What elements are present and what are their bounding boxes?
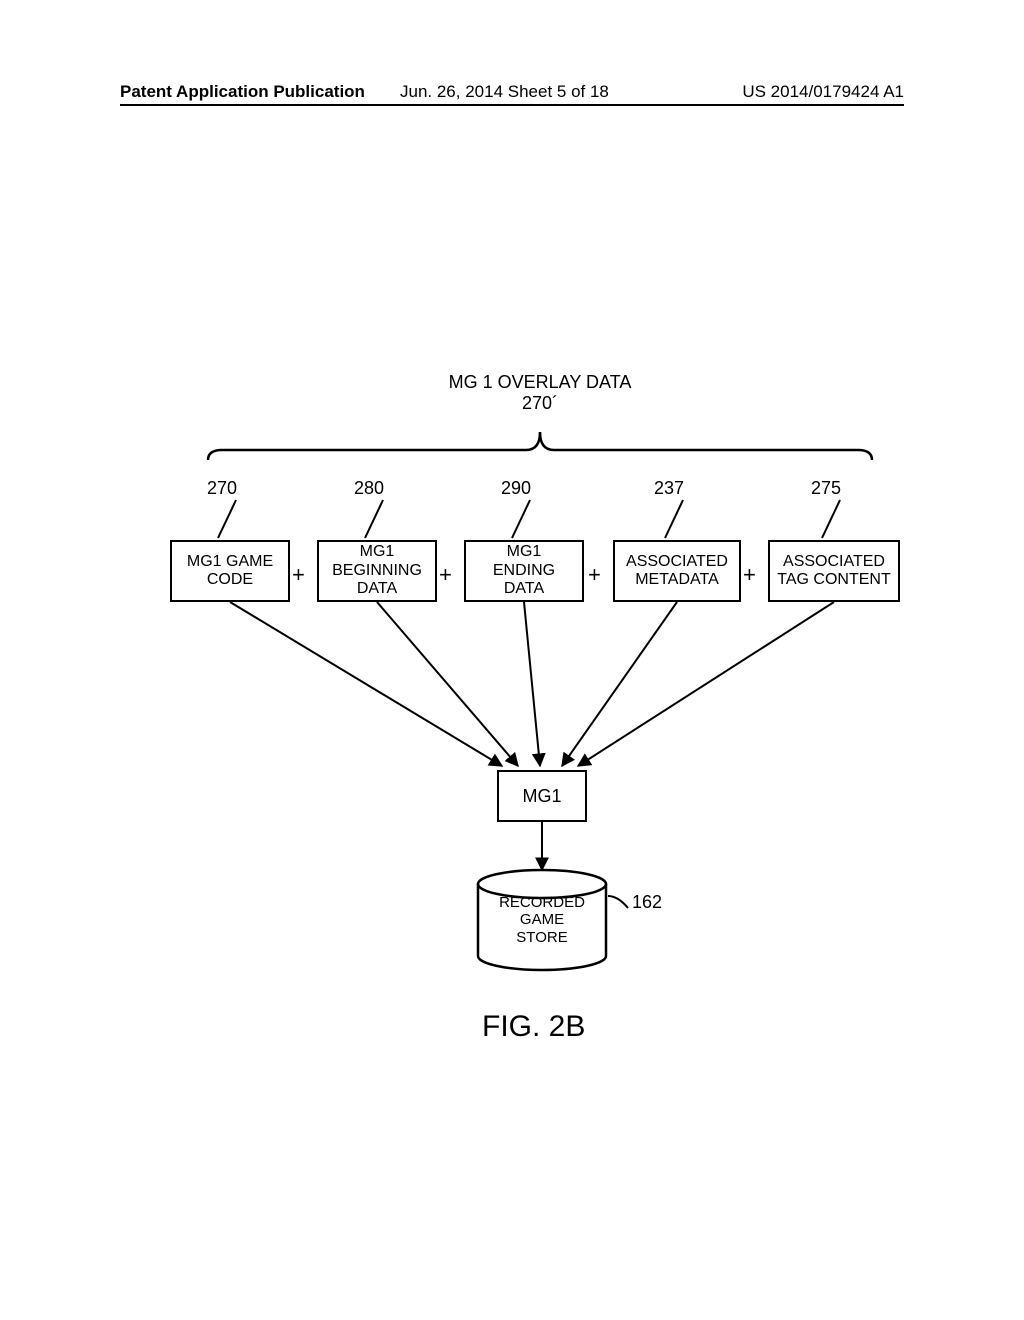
- page: Patent Application Publication Jun. 26, …: [0, 0, 1024, 1320]
- box-metadata: ASSOCIATEDMETADATA: [613, 540, 741, 602]
- ref-tag-content: 275: [806, 478, 846, 499]
- plus-1: +: [439, 562, 452, 588]
- box-ending-data: MG1ENDINGDATA: [464, 540, 584, 602]
- diagram-svg: [0, 0, 1024, 1320]
- ref-game-code: 270: [202, 478, 242, 499]
- overlay-title-line2: 270´: [522, 393, 558, 413]
- database-label: RECORDEDGAMESTORE: [482, 894, 602, 946]
- ref-metadata: 237: [649, 478, 689, 499]
- overlay-title-line1: MG 1 OVERLAY DATA: [449, 372, 632, 392]
- mg1-box: MG1: [497, 770, 587, 822]
- ref-ending-data: 290: [496, 478, 536, 499]
- box-begin-data: MG1BEGINNINGDATA: [317, 540, 437, 602]
- plus-0: +: [292, 562, 305, 588]
- mg1-label: MG1: [522, 786, 561, 807]
- database-ref: 162: [632, 892, 662, 913]
- plus-3: +: [743, 562, 756, 588]
- overlay-data-title: MG 1 OVERLAY DATA 270´: [440, 372, 640, 413]
- box-game-code: MG1 GAMECODE: [170, 540, 290, 602]
- ref-begin-data: 280: [349, 478, 389, 499]
- box-tag-content: ASSOCIATEDTAG CONTENT: [768, 540, 900, 602]
- figure-label: FIG. 2B: [482, 1010, 585, 1044]
- plus-2: +: [588, 562, 601, 588]
